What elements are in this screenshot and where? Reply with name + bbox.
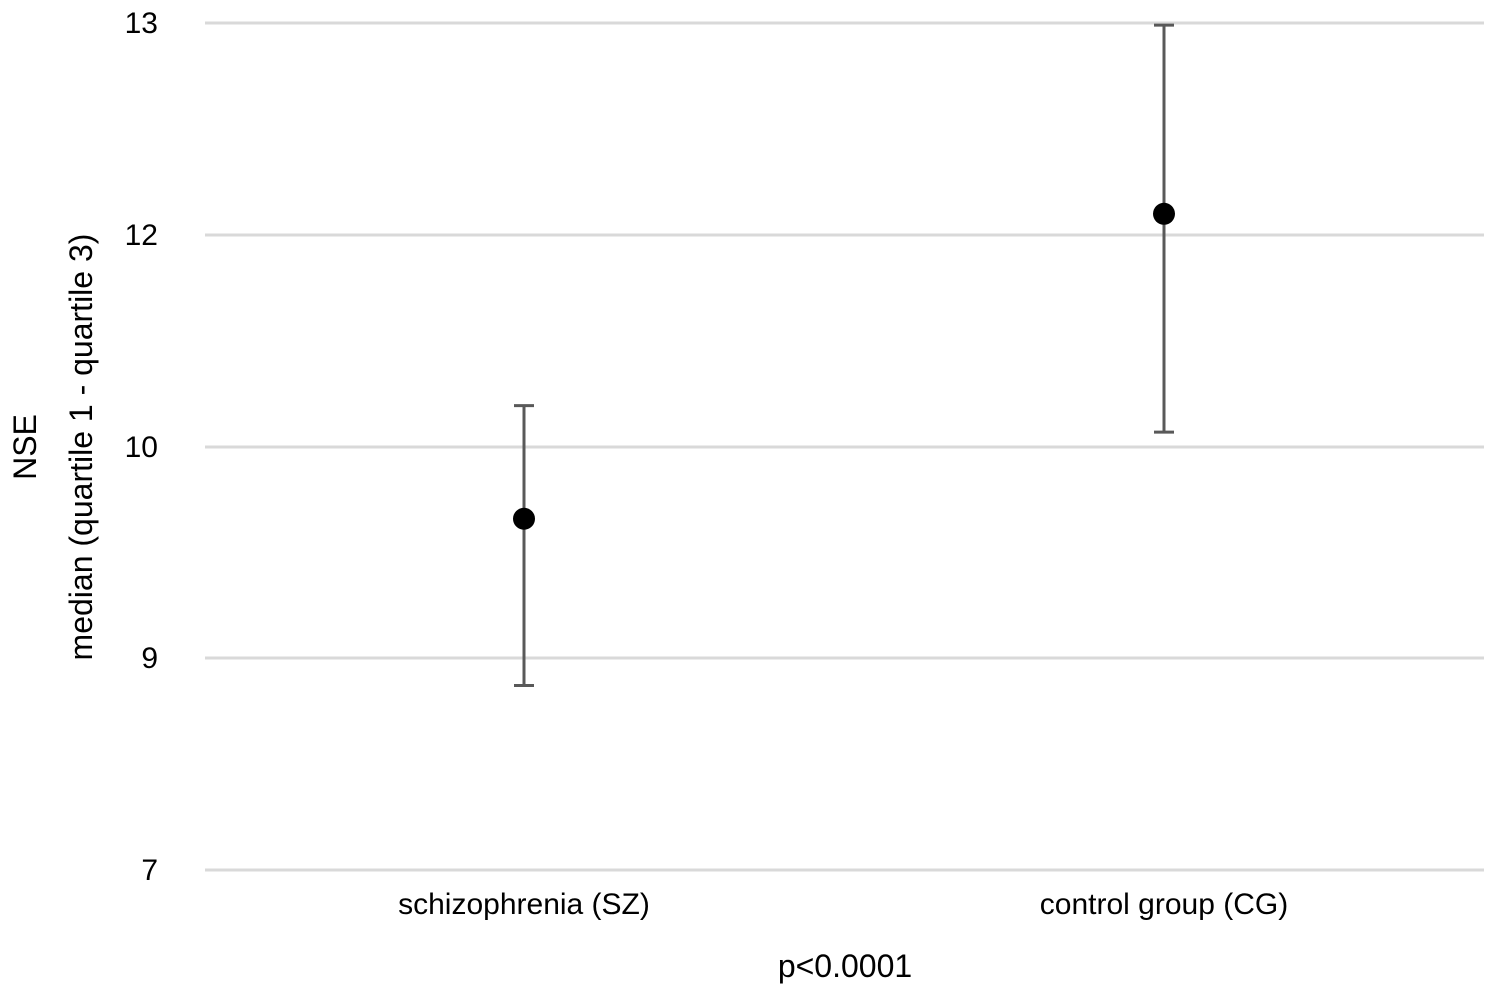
y-axis-tick-labels: 7 9 10 12 13 (125, 7, 158, 887)
y-tick-label: 9 (141, 642, 158, 675)
median-markers (513, 202, 1175, 530)
x-axis-title: p<0.0001 (778, 948, 912, 984)
median-point (513, 507, 535, 530)
y-tick-label: 13 (125, 7, 158, 40)
y-tick-label: 12 (125, 219, 158, 252)
error-bars (514, 23, 1174, 688)
x-category-label: schizophrenia (SZ) (398, 888, 650, 921)
gridlines (205, 21, 1484, 872)
x-category-label: control group (CG) (1040, 888, 1288, 921)
median-point (1153, 202, 1175, 225)
y-tick-label: 10 (125, 431, 158, 464)
y-axis-title-line2: median (quartile 1 - quartile 3) (63, 234, 99, 661)
y-axis-title-line1: NSE (7, 414, 43, 480)
x-axis-category-labels: schizophrenia (SZ) control group (CG) (398, 888, 1288, 921)
y-tick-label: 7 (141, 854, 158, 887)
